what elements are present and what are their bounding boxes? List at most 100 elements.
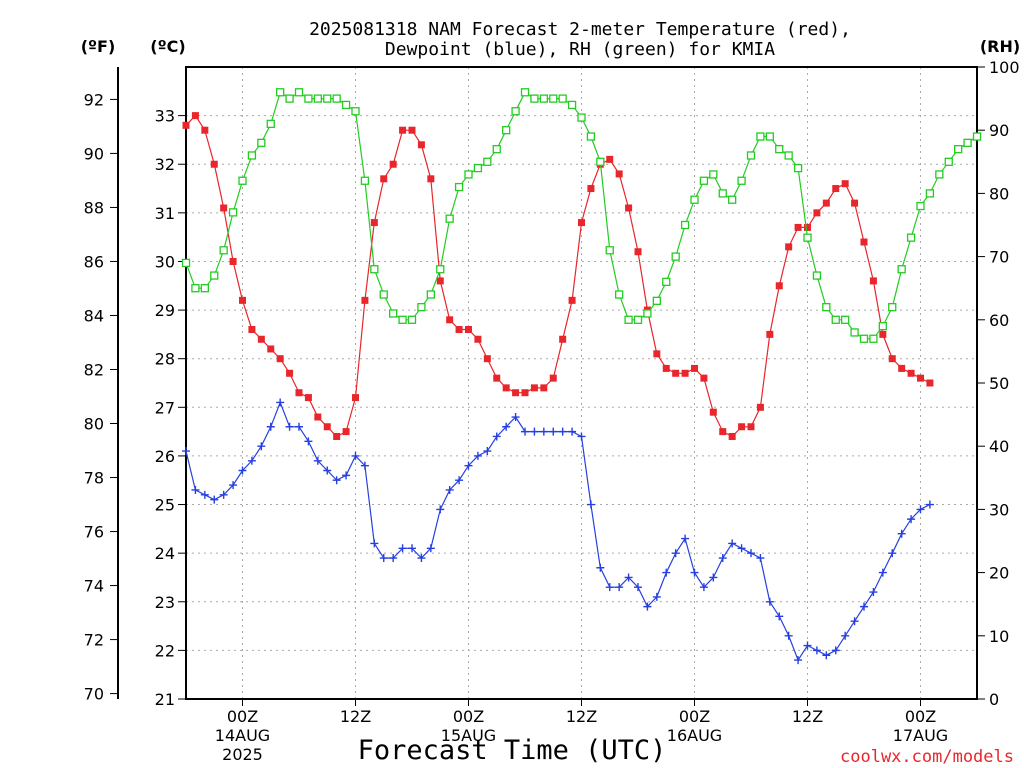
rh-tick-label: 80 [989, 184, 1009, 203]
temperature-point [201, 126, 209, 134]
dewpoint-point [662, 568, 671, 577]
dewpoint-point [596, 563, 605, 572]
temperature-point [625, 204, 633, 212]
rh-point [756, 132, 765, 141]
temperature-point [380, 175, 388, 183]
dewpoint-point [455, 476, 464, 485]
rh-point [728, 195, 737, 204]
temperature-point [474, 335, 482, 343]
rh-point [238, 176, 247, 185]
dewpoint-point [634, 583, 642, 592]
dewpoint-point [191, 485, 200, 494]
celsius-tick-label: 30 [155, 252, 175, 271]
dewpoint-point [841, 631, 850, 640]
temperature-point [314, 413, 322, 421]
dewpoint-point [718, 554, 727, 563]
fahrenheit-tick-label: 74 [84, 577, 104, 596]
temperature-point [766, 330, 774, 338]
dewpoint-point [747, 549, 755, 558]
rh-point [690, 195, 699, 204]
celsius-tick-label: 32 [155, 155, 175, 174]
dewpoint-point [502, 422, 511, 431]
rh-point [699, 176, 709, 185]
x-axis-label: Forecast Time (UTC) [358, 735, 667, 766]
dewpoint-point [445, 485, 454, 494]
rh-point [737, 176, 746, 185]
temperature-point [756, 403, 764, 411]
rh-tick-label: 50 [989, 374, 1009, 393]
temperature-point [785, 243, 793, 251]
temperature-point [521, 389, 529, 397]
rh-point [633, 315, 643, 324]
dewpoint-point [860, 602, 868, 611]
rh-point [878, 321, 887, 331]
dewpoint-point [285, 422, 294, 431]
dewpoint-point [643, 602, 652, 611]
temperature-point [502, 384, 510, 392]
temperature-point [493, 374, 501, 382]
temperature-point [879, 330, 887, 338]
rh-point [822, 303, 831, 312]
rh-point [784, 151, 793, 160]
temperature-point [408, 126, 416, 134]
dewpoint-point [323, 466, 332, 475]
rh-point [530, 94, 539, 103]
rh-tick-label: 0 [989, 690, 999, 709]
dewpoint-point [417, 554, 426, 563]
rh-point [558, 94, 567, 103]
x-tick-date-label: 17AUG [893, 726, 948, 745]
dewpoint-point [530, 427, 539, 436]
dewpoint-point [511, 413, 520, 422]
rh-point [709, 170, 718, 179]
dewpoint-point [784, 631, 793, 640]
temperature-point [549, 374, 557, 382]
temperature-point [926, 379, 934, 387]
dewpoint-point [869, 588, 878, 597]
rh-tick-label: 90 [989, 121, 1009, 140]
rh-tick-label: 60 [989, 311, 1009, 330]
temperature-point [389, 160, 397, 168]
temperature-point [691, 364, 698, 372]
rh-point [916, 201, 925, 211]
rh-tick-label: 20 [989, 564, 1009, 583]
temperature-point [361, 296, 369, 304]
temperature-point [210, 160, 218, 168]
rh-point [869, 334, 878, 343]
plot-frame [185, 66, 978, 700]
dewpoint-point [238, 466, 247, 475]
rh-point [370, 265, 379, 274]
rh-point [181, 258, 191, 268]
rh-point [341, 100, 351, 110]
rh-point [765, 132, 774, 141]
dewpoint-point [897, 529, 906, 538]
dewpoint-point [822, 651, 831, 660]
dewpoint-point [521, 427, 529, 436]
dewpoint-point [398, 544, 407, 553]
temperature-point [530, 384, 538, 392]
dewpoint-point [888, 549, 897, 558]
dewpoint-point [699, 583, 708, 592]
rh-point [294, 88, 304, 97]
dewpoint-point [266, 422, 275, 431]
dewpoint-point [907, 515, 916, 524]
credit-label: coolwx.com/models [840, 747, 1014, 767]
temperature-point [559, 335, 567, 343]
rh-tick-label: 10 [989, 627, 1009, 646]
temperature-point [370, 219, 378, 227]
rh-point [436, 265, 445, 274]
dewpoint-point [615, 583, 624, 592]
x-tick-date-label: 15AUG [441, 726, 496, 745]
dewpoint-point [464, 461, 473, 470]
temperature-point [615, 170, 623, 178]
x-tick-label: 00Z [905, 707, 936, 726]
temperature-point [907, 369, 915, 377]
dewpoint-point [389, 554, 398, 563]
dewpoint-point [379, 554, 388, 563]
celsius-tick-label: 27 [155, 398, 175, 417]
dewpoint-point [219, 490, 228, 499]
temperature-point [738, 423, 746, 431]
dewpoint-point [247, 456, 256, 465]
rh-point [454, 182, 464, 192]
temperature-point [220, 204, 228, 212]
dewpoint-point [436, 505, 445, 514]
